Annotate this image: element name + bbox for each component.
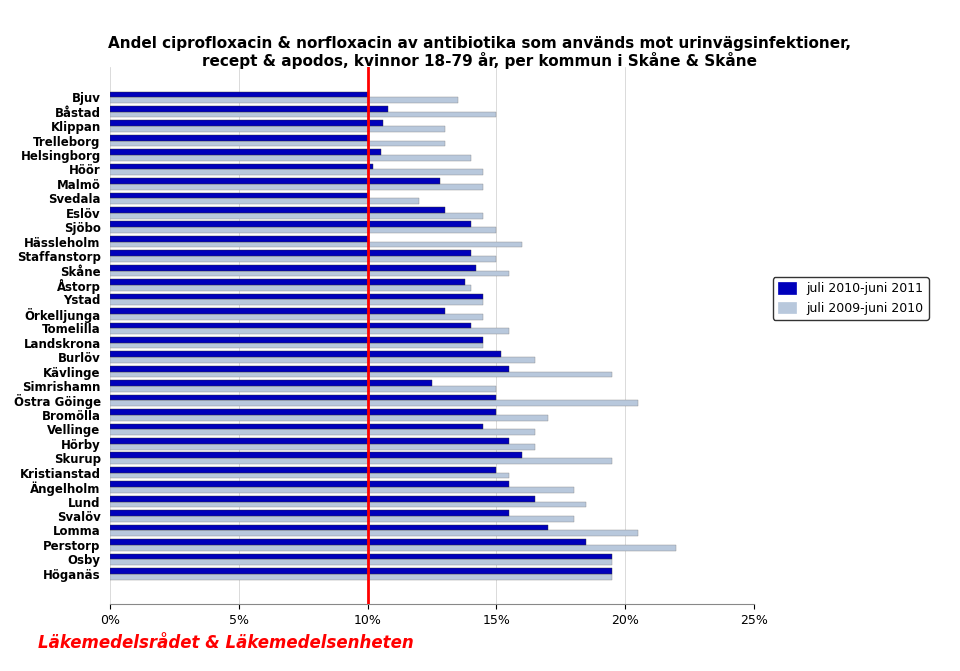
Bar (110, 279, 466, 285)
Bar (110, 126, 444, 132)
Bar (110, 386, 496, 392)
Bar (110, 308, 444, 314)
Bar (110, 323, 470, 328)
Bar (110, 574, 612, 580)
Bar (110, 472, 509, 478)
Bar (110, 242, 522, 248)
Bar (110, 207, 444, 213)
Bar (110, 395, 496, 401)
Bar (110, 487, 573, 493)
Bar (110, 352, 501, 357)
Bar (110, 221, 470, 227)
Bar (110, 444, 535, 450)
Bar (110, 452, 522, 458)
Bar (110, 120, 383, 126)
Bar (110, 256, 496, 262)
Bar (110, 285, 470, 291)
Legend: juli 2010-juni 2011, juli 2009-juni 2010: juli 2010-juni 2011, juli 2009-juni 2010 (773, 277, 928, 319)
Bar (110, 380, 432, 386)
Bar (110, 409, 496, 415)
Bar (110, 415, 548, 421)
Bar (110, 560, 612, 565)
Text: Läkemedelsrådet & Läkemedelsenheten: Läkemedelsrådet & Läkemedelsenheten (38, 633, 414, 652)
Bar (110, 199, 420, 204)
Text: recept & apodos, kvinnor 18-79 år, per kommun i Skåne & Skåne: recept & apodos, kvinnor 18-79 år, per k… (203, 52, 757, 69)
Bar (110, 227, 496, 233)
Bar (110, 236, 368, 242)
Bar (110, 170, 484, 175)
Bar (110, 501, 587, 507)
Bar (110, 91, 368, 97)
Bar (110, 265, 476, 270)
Bar (110, 164, 372, 170)
Bar (110, 401, 637, 406)
Bar (110, 568, 612, 574)
Bar (110, 357, 535, 363)
Bar (110, 149, 380, 155)
Bar (110, 155, 470, 161)
Bar (110, 423, 484, 429)
Bar (110, 458, 612, 464)
Bar (110, 343, 484, 348)
Bar (110, 328, 509, 334)
Bar (110, 141, 444, 146)
Bar (110, 467, 496, 472)
Bar (110, 545, 677, 551)
Bar (110, 372, 612, 377)
Bar (110, 106, 388, 111)
Bar (110, 516, 573, 522)
Bar (110, 525, 548, 530)
Bar (110, 314, 484, 319)
Bar (110, 429, 535, 435)
Bar (110, 270, 509, 276)
Text: Andel ciprofloxacin & norfloxacin av antibiotika som används mot urinvägsinfekti: Andel ciprofloxacin & norfloxacin av ant… (108, 36, 852, 51)
Bar (110, 554, 612, 560)
Bar (110, 299, 484, 305)
Bar (110, 496, 535, 501)
Bar (110, 481, 509, 487)
Bar (110, 294, 484, 299)
Bar (110, 97, 458, 103)
Bar (110, 366, 509, 372)
Bar (110, 530, 637, 536)
Bar (110, 250, 470, 256)
Bar (110, 184, 484, 190)
Bar (110, 539, 587, 545)
Bar (110, 111, 496, 117)
Bar (110, 213, 484, 219)
Bar (110, 135, 368, 141)
Bar (110, 178, 440, 184)
Bar (110, 193, 368, 199)
Bar (110, 510, 509, 516)
Bar (110, 438, 509, 444)
Bar (110, 337, 484, 343)
